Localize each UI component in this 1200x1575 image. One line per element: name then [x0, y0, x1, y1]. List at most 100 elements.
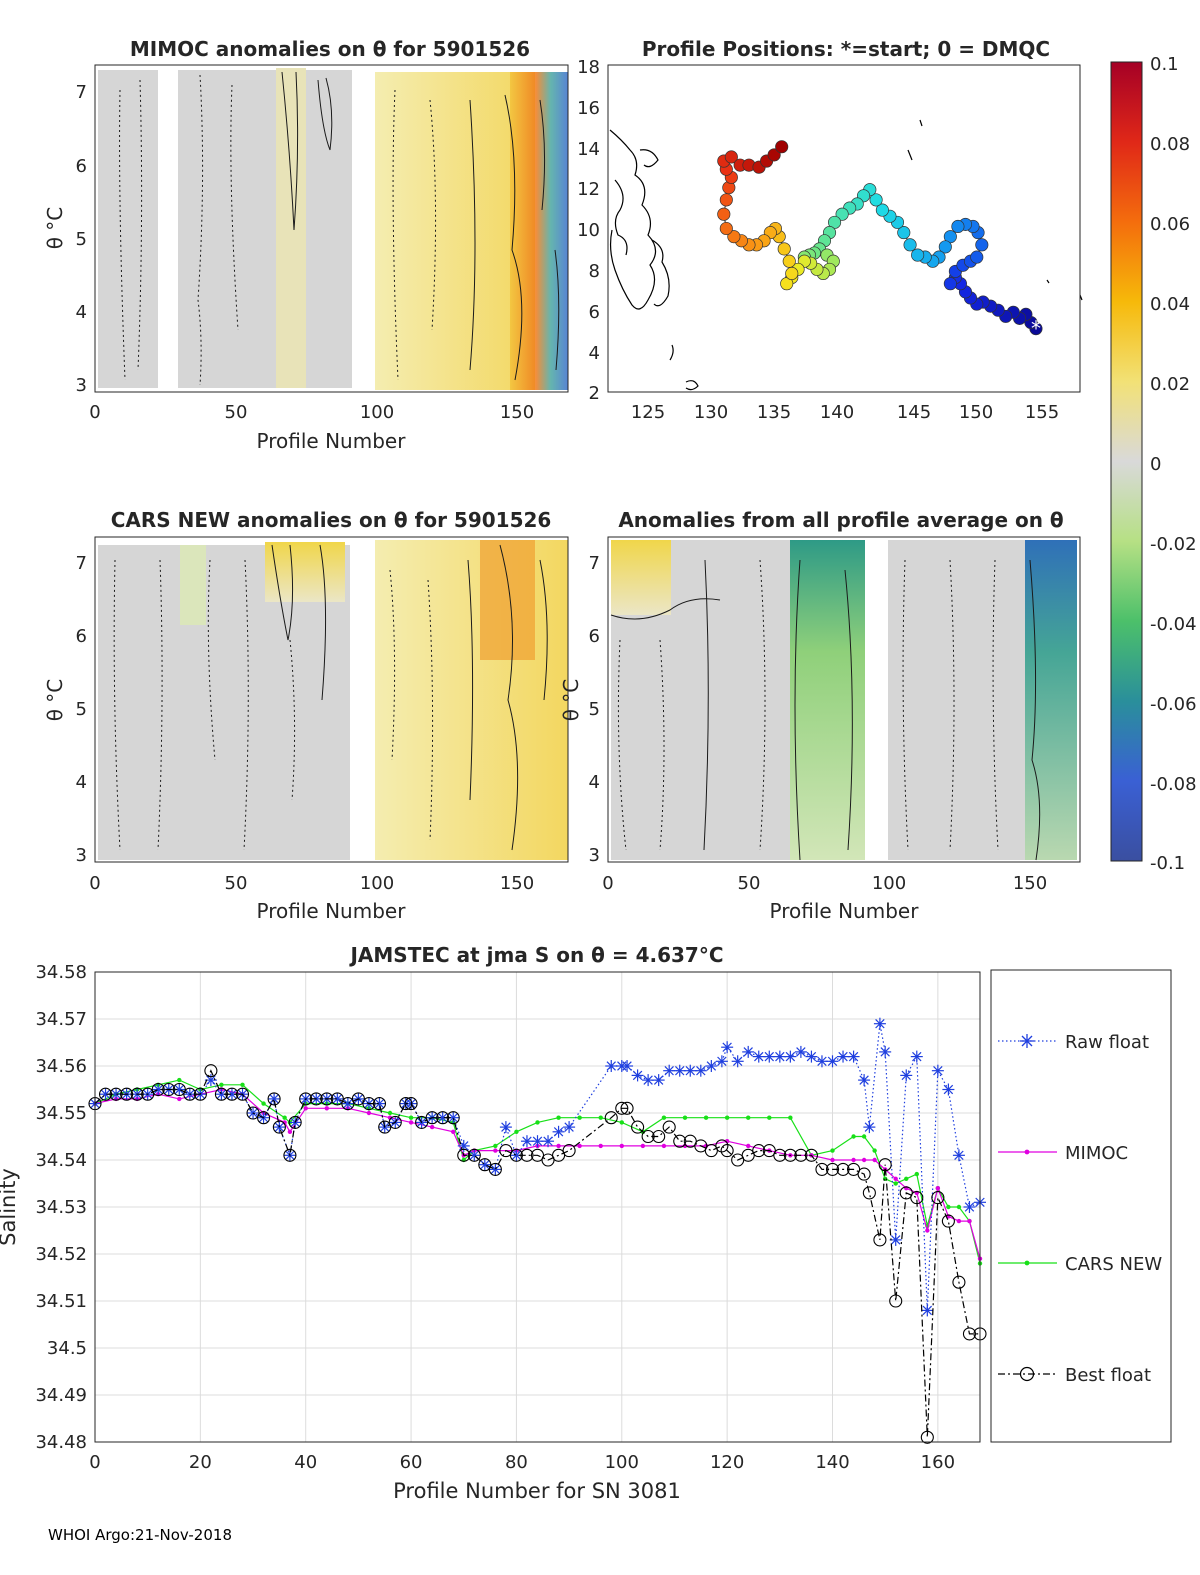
profile-position-marker	[869, 193, 883, 207]
data-point-raw-float	[499, 1121, 512, 1134]
data-point-best-float	[720, 1144, 734, 1158]
asterisk-marker-icon	[1020, 1034, 1034, 1048]
data-point-best-float	[204, 1064, 218, 1078]
cars-ytick: 6	[76, 626, 87, 647]
average-xtick: 50	[738, 873, 761, 894]
profile-position-marker	[897, 226, 911, 240]
mimoc-grey-field	[98, 70, 158, 388]
salinity-xticks: 0 20 40 60 80 100 120 140 160	[89, 1452, 955, 1473]
salinity-ytick: 34.48	[35, 1432, 87, 1453]
mimoc-ytick: 3	[76, 375, 87, 396]
data-point-best-float	[399, 1097, 413, 1111]
data-point-mimoc	[851, 1157, 856, 1163]
data-point-best-float	[183, 1087, 197, 1101]
colorbar: 0.1 0.08 0.06 0.04 0.02 0 -0.02 -0.04 -0…	[1110, 54, 1197, 874]
data-point-cars-new	[682, 1115, 688, 1120]
salinity-ytick: 34.57	[35, 1009, 87, 1030]
cars-xtick: 0	[89, 873, 100, 894]
data-point-best-float	[773, 1148, 787, 1162]
data-point-raw-float	[631, 1069, 644, 1082]
profile-position-marker	[719, 221, 733, 236]
dot-marker-icon	[1024, 1260, 1030, 1266]
data-point-best-float	[952, 1275, 966, 1289]
data-point-raw-float	[731, 1055, 744, 1068]
profile-position-marker	[782, 254, 796, 268]
data-point-best-float	[910, 1191, 924, 1205]
data-point-best-float	[815, 1162, 829, 1176]
salinity-series	[88, 1017, 987, 1444]
start-marker: *	[1031, 317, 1041, 341]
mimoc-xtick: 100	[360, 402, 394, 423]
mimoc-axis-box	[94, 64, 569, 393]
data-point-raw-float	[621, 1060, 634, 1072]
positions-panel: Profile Positions: *=start; 0 = DMQC * 1…	[577, 37, 1083, 423]
footer-credit: WHOI Argo:21-Nov-2018	[48, 1526, 232, 1544]
profile-position-marker	[767, 148, 781, 162]
cars-ytick: 3	[76, 845, 87, 866]
average-ylabel: θ °C	[559, 679, 583, 722]
data-point-cars-new	[703, 1115, 709, 1120]
positions-panel-title: Profile Positions: *=start; 0 = DMQC	[642, 37, 1050, 61]
data-point-cars-new	[493, 1143, 498, 1149]
data-point-best-float	[425, 1111, 439, 1125]
salinity-ytick: 34.5	[47, 1338, 87, 1359]
data-point-mimoc	[861, 1157, 867, 1163]
data-point-best-float	[235, 1087, 250, 1101]
positions-plot-area	[608, 65, 1080, 392]
data-point-raw-float	[489, 1163, 502, 1176]
cars-ytick: 7	[76, 553, 87, 574]
series-raw-float	[89, 1017, 986, 1317]
data-point-best-float	[283, 1148, 297, 1162]
data-point-raw-float	[815, 1055, 828, 1068]
mimoc-ytick: 4	[76, 302, 87, 323]
data-point-best-float	[299, 1092, 313, 1106]
salinity-ytick: 34.58	[35, 962, 87, 983]
salinity-ytick: 34.56	[35, 1056, 87, 1077]
data-point-mimoc	[872, 1157, 877, 1163]
data-point-mimoc	[925, 1228, 930, 1233]
average-xtick: 100	[872, 873, 906, 894]
colorbar-tick: -0.06	[1150, 694, 1197, 715]
track-markers	[717, 140, 1043, 336]
series-best-float	[88, 1064, 987, 1444]
data-point-raw-float	[652, 1074, 665, 1087]
positions-xtick: 150	[959, 402, 993, 423]
cars-contours	[113, 544, 548, 851]
data-point-best-float	[641, 1129, 655, 1144]
data-point-cars-new	[830, 1148, 835, 1153]
average-blue-band	[1025, 540, 1077, 860]
data-point-best-float	[931, 1191, 945, 1205]
salinity-xtick: 100	[605, 1452, 639, 1473]
mimoc-ytick: 7	[76, 82, 87, 103]
data-point-best-float	[825, 1162, 840, 1176]
profile-position-marker	[975, 238, 989, 252]
profile-position-marker	[951, 219, 965, 234]
data-point-mimoc	[429, 1124, 435, 1130]
data-point-best-float	[457, 1148, 471, 1162]
data-point-mimoc	[598, 1143, 603, 1149]
colorbar-tick: -0.08	[1150, 774, 1197, 795]
salinity-ytick: 34.54	[35, 1150, 87, 1171]
colorbar-tick: 0.08	[1150, 134, 1190, 155]
positions-xtick: 155	[1025, 402, 1059, 423]
data-point-best-float	[520, 1148, 534, 1162]
data-point-raw-float	[531, 1135, 544, 1148]
profile-position-marker	[835, 207, 849, 221]
data-point-cars-new	[904, 1176, 909, 1182]
cars-xtick: 150	[500, 873, 534, 894]
cars-xtick: 100	[360, 873, 394, 894]
data-point-cars-new	[556, 1115, 561, 1120]
salinity-ytick: 34.55	[35, 1103, 87, 1124]
salinity-ylabel: Salinity	[0, 1168, 20, 1246]
salinity-xtick: 60	[400, 1452, 423, 1473]
data-point-mimoc	[451, 1129, 456, 1135]
salinity-title: JAMSTEC at jma S on θ = 4.637°C	[348, 943, 723, 967]
data-point-best-float	[509, 1148, 523, 1162]
profile-position-marker	[970, 250, 984, 264]
data-point-best-float	[604, 1111, 618, 1125]
data-point-mimoc	[640, 1143, 646, 1149]
salinity-xtick: 40	[294, 1452, 317, 1473]
positions-xtick: 140	[820, 402, 854, 423]
data-point-raw-float	[784, 1050, 797, 1063]
mimoc-xtick: 50	[225, 402, 248, 423]
